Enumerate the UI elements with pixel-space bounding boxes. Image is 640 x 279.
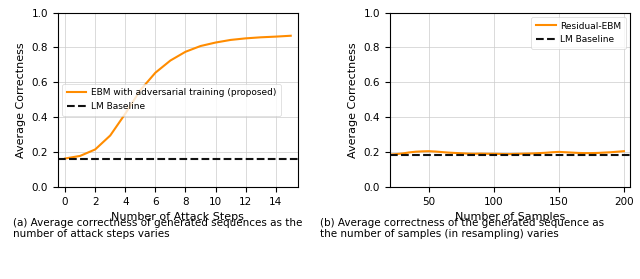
EBM with adversarial training (proposed)	[122, 112, 129, 116]
Legend: Residual-EBM, LM Baseline: Residual-EBM, LM Baseline	[531, 17, 626, 49]
Residual-EBM	[412, 150, 420, 153]
Residual-EBM	[509, 152, 517, 156]
Residual-EBM	[392, 152, 400, 156]
Residual-EBM	[477, 152, 484, 155]
Residual-EBM	[575, 151, 582, 155]
EBM with adversarial training (proposed)	[227, 38, 234, 42]
EBM with adversarial training (proposed)	[182, 50, 189, 54]
Residual-EBM	[588, 151, 595, 155]
Y-axis label: Average Correctness: Average Correctness	[348, 42, 358, 158]
Residual-EBM	[536, 151, 543, 155]
EBM with adversarial training (proposed)	[92, 148, 99, 151]
Residual-EBM	[483, 152, 491, 155]
Residual-EBM	[464, 152, 472, 155]
EBM with adversarial training (proposed)	[152, 71, 159, 74]
Line: EBM with adversarial training (proposed): EBM with adversarial training (proposed)	[65, 36, 291, 158]
EBM with adversarial training (proposed)	[287, 34, 294, 37]
Residual-EBM	[555, 150, 563, 153]
EBM with adversarial training (proposed)	[106, 134, 114, 137]
Residual-EBM	[386, 153, 394, 156]
EBM with adversarial training (proposed)	[136, 88, 144, 92]
EBM with adversarial training (proposed)	[76, 154, 84, 158]
Residual-EBM	[516, 152, 524, 155]
Residual-EBM	[503, 152, 511, 156]
EBM with adversarial training (proposed)	[61, 157, 69, 160]
EBM with adversarial training (proposed)	[212, 41, 220, 44]
EBM with adversarial training (proposed)	[242, 37, 250, 40]
Line: Residual-EBM: Residual-EBM	[390, 151, 624, 155]
Residual-EBM	[425, 150, 433, 153]
Residual-EBM	[620, 150, 628, 153]
Residual-EBM	[600, 151, 608, 154]
Residual-EBM	[561, 151, 569, 154]
Residual-EBM	[419, 150, 426, 153]
Residual-EBM	[522, 152, 530, 155]
EBM with adversarial training (proposed)	[257, 36, 264, 39]
Residual-EBM	[451, 151, 459, 155]
Residual-EBM	[399, 152, 406, 155]
Residual-EBM	[438, 150, 445, 154]
Residual-EBM	[458, 151, 465, 155]
Residual-EBM	[607, 151, 615, 154]
Residual-EBM	[581, 151, 589, 155]
Residual-EBM	[490, 152, 498, 155]
Residual-EBM	[497, 152, 504, 156]
Residual-EBM	[568, 151, 576, 154]
Text: (b) Average correctness of the generated sequence as
the number of samples (in r: (b) Average correctness of the generated…	[320, 218, 604, 239]
Y-axis label: Average Correctness: Average Correctness	[16, 42, 26, 158]
EBM with adversarial training (proposed)	[272, 35, 280, 38]
Text: (a) Average correctness of generated sequences as the
number of attack steps var: (a) Average correctness of generated seq…	[13, 218, 302, 239]
EBM with adversarial training (proposed)	[166, 59, 174, 62]
Residual-EBM	[431, 150, 439, 153]
Residual-EBM	[529, 152, 537, 155]
Legend: EBM with adversarial training (proposed), LM Baseline: EBM with adversarial training (proposed)…	[62, 84, 281, 116]
Residual-EBM	[542, 151, 550, 155]
Residual-EBM	[548, 151, 556, 154]
Residual-EBM	[405, 151, 413, 154]
Residual-EBM	[444, 151, 452, 154]
Residual-EBM	[470, 152, 478, 155]
X-axis label: Number of Attack Steps: Number of Attack Steps	[111, 212, 244, 222]
X-axis label: Number of Samples: Number of Samples	[455, 212, 565, 222]
EBM with adversarial training (proposed)	[196, 44, 204, 48]
Residual-EBM	[594, 151, 602, 155]
Residual-EBM	[614, 150, 621, 153]
